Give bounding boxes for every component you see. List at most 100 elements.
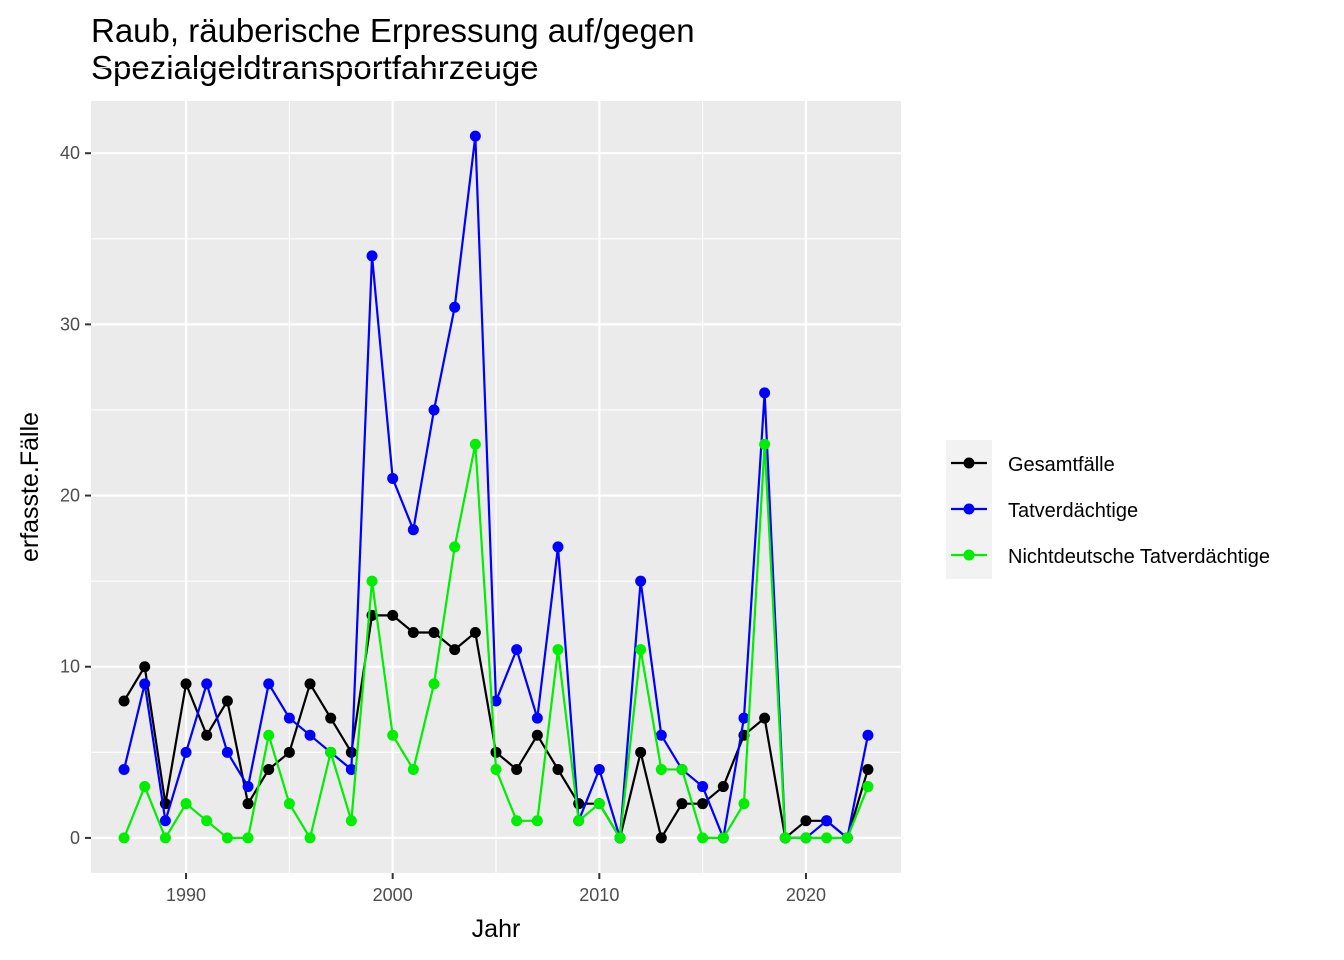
data-point (821, 815, 833, 827)
legend-label-tatverdaechtige: Tatverdächtige (1008, 500, 1138, 522)
data-point (242, 832, 254, 844)
data-point (738, 798, 750, 810)
data-point (118, 763, 130, 775)
legend-label-gesamtfaelle: Gesamtfälle (1008, 454, 1115, 476)
data-point (139, 781, 151, 793)
data-point (221, 695, 233, 707)
chart-title-line-1: Raub, räuberische Erpressung auf/gegen (91, 12, 695, 49)
data-point (759, 438, 771, 450)
data-point (531, 712, 543, 724)
x-tick-label: 2020 (786, 885, 826, 905)
legend: Gesamtfälle Tatverdächtige Nichtdeutsche… (946, 440, 1270, 579)
data-point (531, 729, 543, 741)
axes: 1990 2000 2010 2020 0 10 20 30 40 (60, 143, 826, 905)
data-point (345, 815, 357, 827)
data-point (180, 746, 192, 758)
data-point (552, 763, 564, 775)
data-point (676, 798, 688, 810)
y-tick-label: 10 (60, 657, 80, 677)
data-point (118, 695, 130, 707)
data-point (345, 763, 357, 775)
x-axis-title: Jahr (472, 915, 521, 943)
y-tick-label: 40 (60, 143, 80, 163)
x-tick-label: 1990 (166, 885, 206, 905)
data-point (738, 712, 750, 724)
data-point (511, 644, 523, 656)
data-point (201, 729, 213, 741)
data-point (862, 729, 874, 741)
data-point (717, 781, 729, 793)
data-point (366, 250, 378, 262)
data-point (201, 678, 213, 690)
data-point (655, 763, 667, 775)
data-point (407, 524, 419, 536)
data-point (573, 815, 585, 827)
data-point (759, 712, 771, 724)
data-point (407, 626, 419, 638)
data-point (841, 832, 853, 844)
data-point (490, 763, 502, 775)
data-point (552, 541, 564, 553)
data-point (862, 763, 874, 775)
data-point (159, 832, 171, 844)
legend-label-nichtdeutsche: Nichtdeutsche Tatverdächtige (1008, 546, 1270, 568)
data-point (469, 438, 481, 450)
data-point (263, 729, 275, 741)
data-point (201, 815, 213, 827)
data-point (449, 644, 461, 656)
data-point (449, 541, 461, 553)
data-point (676, 763, 688, 775)
data-point (800, 832, 812, 844)
y-axis-title: erfasste.Fälle (16, 412, 44, 562)
data-point (490, 695, 502, 707)
data-point (283, 746, 295, 758)
data-point (387, 609, 399, 621)
data-point (221, 746, 233, 758)
data-point (511, 763, 523, 775)
data-point (428, 678, 440, 690)
data-point (779, 832, 791, 844)
data-point (655, 729, 667, 741)
y-tick-label: 20 (60, 486, 80, 506)
data-point (635, 575, 647, 587)
y-tick-label: 0 (70, 828, 80, 848)
data-point (304, 678, 316, 690)
data-point (283, 712, 295, 724)
data-point (469, 626, 481, 638)
data-point (139, 678, 151, 690)
data-point (552, 644, 564, 656)
legend-key-point (963, 549, 975, 561)
data-point (511, 815, 523, 827)
data-point (821, 832, 833, 844)
data-point (242, 781, 254, 793)
data-point (635, 644, 647, 656)
data-point (407, 763, 419, 775)
data-point (635, 746, 647, 758)
data-point (655, 832, 667, 844)
data-point (469, 130, 481, 142)
data-point (242, 798, 254, 810)
data-point (697, 832, 709, 844)
series-3 (118, 438, 874, 844)
data-point (387, 472, 399, 484)
data-point (449, 301, 461, 313)
y-tick-label: 30 (60, 314, 80, 334)
data-point (325, 746, 337, 758)
data-point (697, 798, 709, 810)
data-point (263, 763, 275, 775)
data-point (614, 832, 626, 844)
data-point (180, 678, 192, 690)
data-point (531, 815, 543, 827)
data-point (263, 678, 275, 690)
data-point (697, 781, 709, 793)
data-point (325, 712, 337, 724)
data-point (221, 832, 233, 844)
x-tick-label: 2000 (373, 885, 413, 905)
x-tick-label: 2010 (579, 885, 619, 905)
data-point (159, 815, 171, 827)
data-point (304, 832, 316, 844)
data-point (283, 798, 295, 810)
data-point (366, 575, 378, 587)
legend-key-point (963, 503, 975, 515)
